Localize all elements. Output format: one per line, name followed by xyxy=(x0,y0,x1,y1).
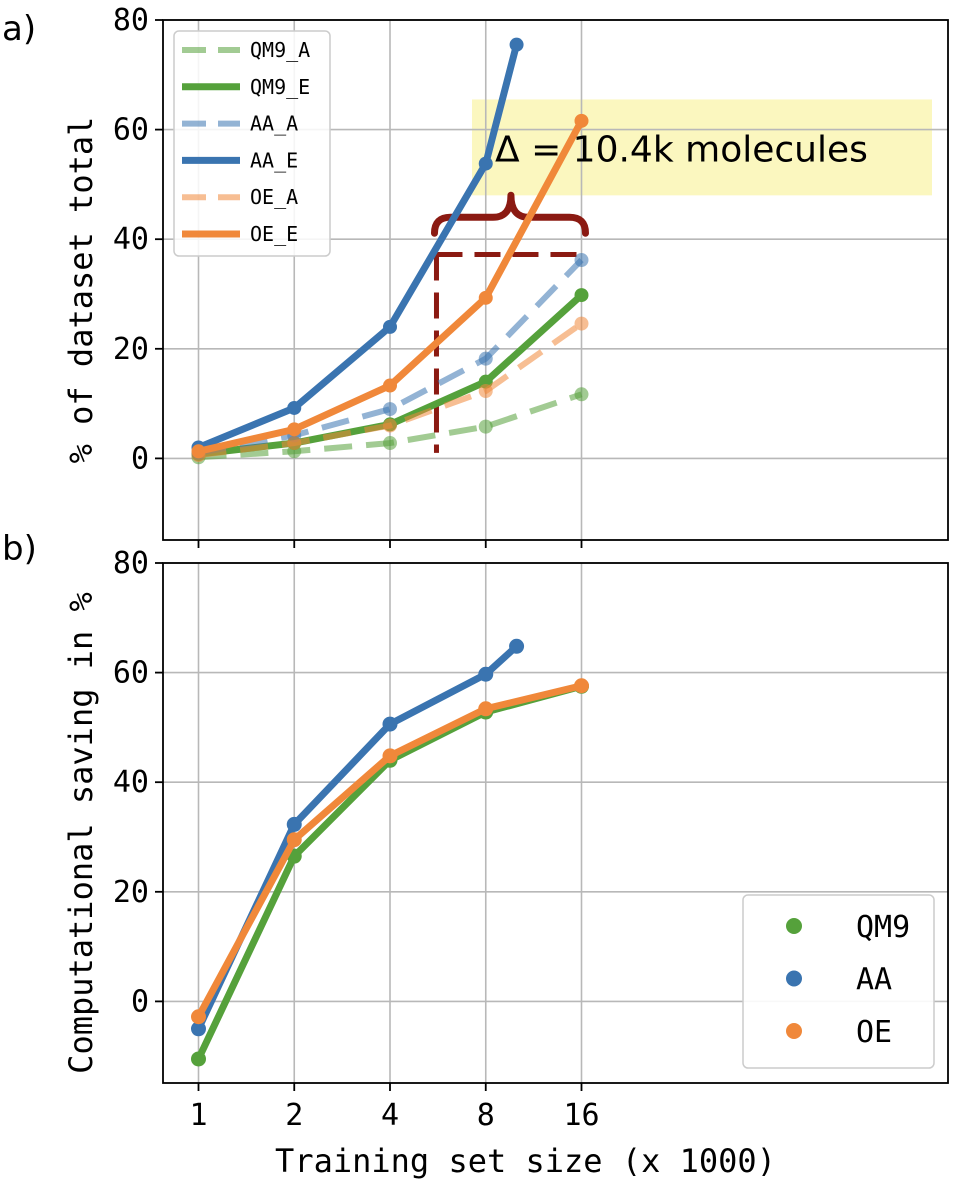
y-tick-label: 40 xyxy=(113,222,149,257)
chart-panel-a: Δ = 10.4k molecules 0 20 40 60 80 % of datas… xyxy=(2,3,949,548)
y-axis-label-a: % of dataset total xyxy=(62,117,100,464)
x-tick-label: 2 xyxy=(285,1098,303,1133)
data-point-AA_E xyxy=(478,156,493,171)
legend-marker-QM9 xyxy=(786,918,802,934)
axes-frame-b xyxy=(162,562,949,1084)
data-point-AA xyxy=(191,1021,206,1037)
delta-brace xyxy=(430,191,589,237)
data-point-AA xyxy=(509,638,525,654)
y-tick-label: 40 xyxy=(113,765,149,800)
x-axis-label: Training set size (x 1000) xyxy=(275,1142,776,1180)
y-tick-label: 80 xyxy=(113,546,149,581)
y-ticks-a: 0 20 40 60 80 xyxy=(113,3,163,476)
data-point-AA_A xyxy=(383,402,397,417)
x-tick-marks-a xyxy=(197,540,583,548)
legend-b: QM9 AA OE xyxy=(742,894,935,1069)
legend-label-AA_A: AA_A xyxy=(250,112,298,136)
axes-frame-a xyxy=(162,19,949,541)
data-point-OE_E xyxy=(478,290,493,305)
data-point-QM9_A xyxy=(478,419,493,434)
legend-label-OE_A: OE_A xyxy=(250,185,298,209)
legend-label-QM9_E: QM9_E xyxy=(250,75,310,99)
data-point-AA_A xyxy=(574,253,589,268)
legend-marker-OE xyxy=(786,1023,802,1039)
data-point-AA_A xyxy=(478,351,493,366)
y-tick-label: 0 xyxy=(131,441,149,476)
y-tick-label: 20 xyxy=(113,332,149,367)
x-tick-label: 1 xyxy=(189,1098,207,1133)
legend-label-OE_E: OE_E xyxy=(250,222,298,246)
legend-label-QM9: QM9 xyxy=(856,910,910,945)
data-point-OE xyxy=(191,1009,206,1025)
series-line-AA_A xyxy=(197,257,584,456)
y-ticks-b: 0 20 40 60 80 xyxy=(113,546,163,1019)
data-point-QM9_E xyxy=(574,288,589,303)
data-point-AA xyxy=(382,716,398,732)
data-point-AA xyxy=(478,666,494,682)
x-tick-label: 8 xyxy=(477,1098,495,1133)
delta-annotation xyxy=(430,191,589,453)
x-tick-label: 4 xyxy=(381,1098,399,1133)
delta-annotation-text: Δ = 10.4k molecules xyxy=(495,129,868,170)
y-tick-label: 0 xyxy=(131,984,149,1019)
data-point-OE_A xyxy=(383,418,397,433)
data-point-OE xyxy=(574,678,589,694)
data-point-OE_E xyxy=(191,444,206,459)
legend-label-AA_E: AA_E xyxy=(250,148,298,172)
data-point-QM9_A xyxy=(383,436,397,451)
data-point-OE_E xyxy=(574,113,589,128)
data-point-OE xyxy=(478,701,494,717)
data-point-QM9 xyxy=(191,1051,206,1067)
y-tick-label: 80 xyxy=(113,3,149,38)
data-point-AA_E xyxy=(287,400,302,415)
data-point-QM9_A xyxy=(574,387,589,402)
legend-label-OE: OE xyxy=(856,1015,892,1050)
data-point-OE_E xyxy=(383,378,397,393)
data-point-OE_A xyxy=(478,383,493,398)
panel-label-a: a) xyxy=(2,9,36,49)
y-tick-label: 60 xyxy=(113,113,149,148)
y-axis-label-b: Computational saving in % xyxy=(62,592,100,1074)
panel-label-b: b) xyxy=(2,529,37,569)
series-group-a xyxy=(191,37,589,465)
y-tick-label: 20 xyxy=(113,875,149,910)
legend-a: QM9_A QM9_E AA_A AA_E OE_A OE_E xyxy=(173,30,331,257)
data-point-AA_E xyxy=(383,319,397,334)
series-group-b xyxy=(191,638,589,1067)
data-point-AA_E xyxy=(509,37,524,52)
data-point-OE xyxy=(286,832,302,848)
legend-label-AA: AA xyxy=(856,963,892,998)
legend-label-QM9_A: QM9_A xyxy=(250,38,310,62)
data-point-OE_A xyxy=(574,316,589,331)
x-ticks-b: 1 2 4 8 16 xyxy=(189,1083,600,1133)
data-point-OE xyxy=(382,748,398,764)
legend-marker-AA xyxy=(786,970,802,987)
data-point-OE_A xyxy=(287,436,302,451)
series-line-AA xyxy=(195,643,519,1031)
chart-panel-b: 0 20 40 60 80 1 2 4 8 16 Computational saving in… xyxy=(2,529,949,1180)
y-tick-label: 60 xyxy=(113,656,149,691)
x-tick-label: 16 xyxy=(563,1098,599,1133)
data-point-OE_E xyxy=(287,422,302,437)
data-point-AA xyxy=(286,816,302,832)
